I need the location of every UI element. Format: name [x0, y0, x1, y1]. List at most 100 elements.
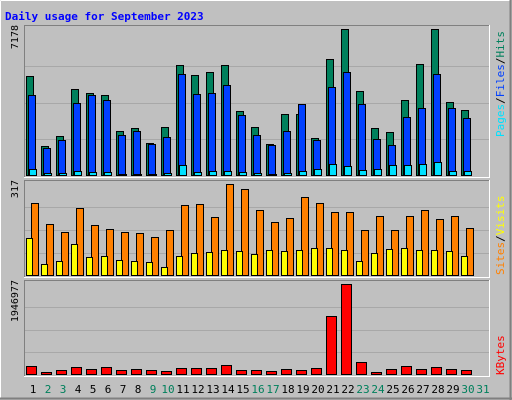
day-label-5: 5: [90, 383, 97, 396]
top-bar-files-day-30: [463, 118, 471, 176]
day-label-14: 14: [221, 383, 235, 396]
middle-bar-visits-day-17: [266, 250, 273, 276]
middle-bar-sites-day-28: [436, 219, 444, 276]
top-bar-pages-day-23: [359, 170, 367, 176]
top-legend-files: Files: [494, 64, 507, 97]
bottom-bar-kbytes-day-29: [446, 369, 457, 375]
day-label-12: 12: [191, 383, 204, 396]
top-bar-pages-day-30: [464, 171, 472, 176]
middle-bar-sites-day-14: [226, 184, 234, 276]
middle-bar-visits-day-28: [431, 250, 438, 276]
top-bar-files-day-19: [298, 104, 306, 176]
day-label-26: 26: [401, 383, 414, 396]
middle-bar-visits-day-15: [236, 251, 243, 276]
day-label-24: 24: [371, 383, 385, 396]
middle-ymax-label: 317: [10, 180, 21, 198]
middle-bar-visits-day-25: [386, 249, 393, 276]
middle-bar-sites-day-12: [196, 204, 204, 276]
middle-bar-sites-day-5: [91, 225, 99, 276]
top-legend-hits: Hits: [494, 31, 507, 58]
middle-bar-sites-day-10: [166, 230, 174, 276]
top-bar-files-day-2: [43, 148, 51, 176]
top-bar-files-day-18: [283, 131, 291, 176]
top-bar-pages-day-27: [419, 164, 427, 176]
day-label-25: 25: [386, 383, 399, 396]
bottom-bar-kbytes-day-27: [416, 369, 427, 375]
middle-bar-visits-day-16: [251, 254, 258, 276]
middle-bar-sites-day-17: [271, 222, 279, 276]
bottom-bar-kbytes-day-21: [326, 316, 337, 375]
day-label-13: 13: [206, 383, 219, 396]
day-label-27: 27: [416, 383, 429, 396]
middle-bar-visits-day-29: [446, 251, 453, 276]
day-label-1: 1: [30, 383, 37, 396]
top-bar-files-day-23: [358, 104, 366, 176]
middle-legend-separator: /: [494, 235, 507, 242]
middle-bar-sites-day-16: [256, 210, 264, 276]
middle-legend-sites: Sites: [494, 242, 507, 275]
bottom-bar-kbytes-day-24: [371, 372, 382, 375]
middle-bar-sites-day-19: [301, 197, 309, 276]
middle-bar-visits-day-14: [221, 250, 228, 276]
day-label-2: 2: [45, 383, 52, 396]
top-bar-files-day-17: [268, 145, 276, 176]
top-bar-files-day-13: [208, 93, 216, 176]
top-bar-pages-day-5: [89, 172, 97, 176]
top-bar-files-day-14: [223, 85, 231, 176]
bottom-legend: KBytes: [494, 335, 507, 375]
top-bar-files-day-7: [118, 135, 126, 176]
day-axis-labels: 1 2 3 4 5 6 7 8 9 10 11 12 13 14 15 16 17 18 19 20 21 22 23 24 2…: [30, 383, 490, 396]
top-bar-pages-day-20: [314, 169, 322, 176]
bottom-bar-kbytes-day-8: [131, 369, 142, 375]
top-legend-separator: /: [494, 97, 507, 104]
top-bar-pages-day-13: [209, 171, 217, 176]
top-bar-pages-day-7: [119, 174, 127, 176]
top-bar-pages-day-10: [164, 173, 172, 176]
day-label-31: 31: [476, 383, 489, 396]
day-label-6: 6: [105, 383, 112, 396]
day-label-4: 4: [75, 383, 82, 396]
middle-legend-visits: Visits: [494, 196, 507, 236]
top-bar-files-day-21: [328, 87, 336, 176]
middle-bar-sites-day-18: [286, 218, 294, 276]
day-label-28: 28: [431, 383, 444, 396]
bottom-bar-kbytes-day-22: [341, 284, 352, 375]
day-label-20: 20: [311, 383, 324, 396]
top-bar-pages-day-28: [434, 162, 442, 176]
top-legend-separator: /: [494, 58, 507, 65]
top-bar-files-day-6: [103, 100, 111, 176]
top-legend-pages: Pages: [494, 104, 507, 137]
bottom-bar-kbytes-day-13: [206, 368, 217, 375]
top-bar-pages-day-24: [374, 169, 382, 176]
middle-bar-visits-day-24: [371, 253, 378, 276]
top-bar-pages-day-14: [224, 171, 232, 176]
day-label-10: 10: [161, 383, 174, 396]
middle-bar-sites-day-3: [61, 232, 69, 276]
middle-bar-sites-day-8: [136, 233, 144, 276]
top-bar-files-day-11: [178, 74, 186, 176]
middle-bar-visits-day-6: [101, 256, 108, 276]
top-bar-files-day-12: [193, 94, 201, 176]
middle-panel: 317: [10, 180, 490, 278]
middle-bar-sites-day-15: [241, 189, 249, 276]
top-bar-pages-day-6: [104, 172, 112, 176]
day-label-15: 15: [236, 383, 249, 396]
bottom-bar-kbytes-day-19: [296, 370, 307, 375]
middle-legend: Sites/Visits: [494, 196, 507, 276]
top-bar-pages-day-26: [404, 165, 412, 176]
middle-bar-visits-day-30: [461, 256, 468, 276]
top-bar-pages-day-19: [299, 171, 307, 176]
bottom-bar-kbytes-day-10: [161, 371, 172, 375]
top-bar-files-day-1: [28, 95, 36, 176]
top-bar-files-day-28: [433, 74, 441, 176]
middle-bar-visits-day-7: [116, 260, 123, 276]
top-bar-pages-day-3: [59, 173, 67, 176]
top-bar-files-day-16: [253, 135, 261, 176]
middle-bar-sites-day-22: [346, 212, 354, 276]
middle-bar-sites-day-21: [331, 212, 339, 276]
bottom-bar-kbytes-day-11: [176, 368, 187, 375]
middle-bar-visits-day-12: [191, 253, 198, 276]
